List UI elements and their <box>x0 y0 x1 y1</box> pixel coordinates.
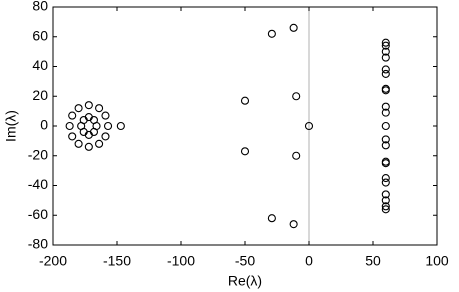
point <box>381 141 390 150</box>
point <box>304 121 314 131</box>
point <box>95 104 104 113</box>
y-tick-label: 80 <box>32 0 48 14</box>
point <box>381 174 390 183</box>
point <box>381 38 390 47</box>
point <box>381 108 390 117</box>
point <box>381 190 390 199</box>
point <box>68 132 77 141</box>
y-tick-label: 0 <box>40 117 48 133</box>
point <box>292 92 301 101</box>
x-tick-label: -50 <box>235 253 255 269</box>
y-tick-label: -40 <box>28 176 48 192</box>
x-tick-label: -200 <box>39 253 67 269</box>
point <box>381 202 390 211</box>
y-tick-label: 60 <box>32 27 48 43</box>
point <box>381 159 390 168</box>
point <box>84 142 93 151</box>
point <box>289 23 298 32</box>
point <box>289 220 298 229</box>
point <box>101 111 110 120</box>
point <box>381 121 390 131</box>
point <box>240 96 250 105</box>
y-tick-label: 40 <box>32 57 48 73</box>
point <box>381 47 390 56</box>
point <box>240 147 250 156</box>
point <box>103 121 113 131</box>
x-tick-label: -100 <box>167 253 195 269</box>
point <box>68 111 77 120</box>
point <box>292 151 301 160</box>
y-tick-label: -60 <box>28 206 48 222</box>
point <box>65 121 74 131</box>
x-tick-label: -150 <box>103 253 131 269</box>
plot-frame <box>52 6 438 246</box>
point <box>84 101 93 110</box>
point <box>381 205 390 214</box>
point <box>79 127 88 136</box>
x-tick-label: 0 <box>305 253 313 269</box>
point <box>74 139 83 148</box>
y-tick-label: -80 <box>28 236 48 252</box>
point <box>74 104 83 113</box>
point <box>381 178 390 187</box>
point <box>381 69 390 78</box>
point <box>101 132 110 141</box>
point <box>381 135 390 144</box>
point <box>381 53 390 62</box>
x-tick-label: 100 <box>425 253 449 269</box>
x-axis-label: Re(λ) <box>228 273 262 289</box>
point <box>381 86 390 95</box>
point <box>95 139 104 148</box>
point <box>381 65 390 74</box>
y-tick-label: 20 <box>32 87 48 103</box>
point <box>381 102 390 111</box>
point <box>267 29 276 38</box>
point <box>267 214 276 223</box>
point <box>381 196 390 205</box>
y-axis-label: Im(λ) <box>3 110 19 142</box>
point <box>381 41 390 50</box>
x-tick-label: 50 <box>365 253 381 269</box>
y-tick-label: -20 <box>28 146 48 162</box>
point <box>116 121 125 131</box>
